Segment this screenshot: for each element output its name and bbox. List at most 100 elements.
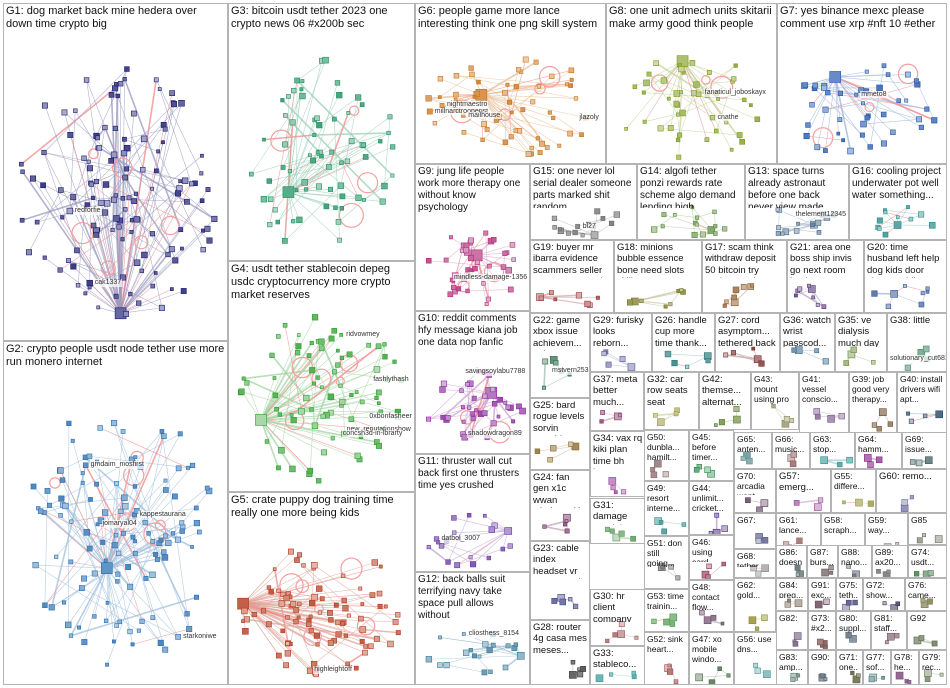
group-panel-g21[interactable]: G21: area one boss ship invis go next ro… xyxy=(787,240,864,313)
group-panel-g69[interactable]: G69: issue... xyxy=(902,432,947,469)
group-panel-g70[interactable]: G70: arcadia went... xyxy=(734,469,776,513)
node xyxy=(861,101,865,106)
group-panel-g27[interactable]: G27: cord asymptom... tethered back legs… xyxy=(715,313,780,372)
group-panel-g25[interactable]: G25: bard rogue levels sorvin swashbuc..… xyxy=(530,398,590,470)
group-panel-g18[interactable]: G18: minions bubble essence bone need sl… xyxy=(614,240,702,313)
group-panel-g37[interactable]: G37: meta better much... xyxy=(590,372,644,431)
group-panel-g20[interactable]: G20: time husband left help dog kids doo… xyxy=(864,240,947,313)
group-panel-g81[interactable]: G81: staff... xyxy=(871,611,907,650)
group-panel-g8[interactable]: G8: one unit admech units skitarii make … xyxy=(606,3,777,164)
group-panel-g22[interactable]: G22: game xbox issue achievem... point a… xyxy=(530,313,590,398)
group-panel-g46[interactable]: G46: using card... xyxy=(689,535,734,580)
group-panel-g62[interactable]: G62: gold... xyxy=(734,578,776,632)
group-panel-g76[interactable]: G76: came... xyxy=(905,578,947,611)
group-panel-g66[interactable]: G66: music... xyxy=(772,432,810,469)
node xyxy=(559,598,566,606)
group-panel-g83[interactable]: G83: amp... xyxy=(776,650,808,685)
group-panel-g73[interactable]: G73: #x2... xyxy=(808,611,836,650)
group-panel-g82[interactable]: G82: xyxy=(776,611,808,650)
group-panel-g49[interactable]: G49: resort interne... xyxy=(644,481,689,536)
group-panel-g57[interactable]: G57: emerg... xyxy=(776,469,831,513)
group-panel-g88[interactable]: G88: nano... xyxy=(838,545,872,578)
group-panel-g28[interactable]: G28: router 4g casa mes meses... xyxy=(530,620,590,685)
group-panel-g4[interactable]: G4: usdt tether stablecoin depeg usdc cr… xyxy=(228,261,415,492)
group-panel-g10[interactable]: G10: reddit comments hfy message kiana j… xyxy=(415,311,530,454)
group-panel-g63[interactable]: G63: stop... xyxy=(810,432,855,469)
node xyxy=(445,414,451,421)
group-panel-g6[interactable]: G6: people game more lance interesting t… xyxy=(415,3,606,164)
group-panel-g90[interactable]: G90: xyxy=(808,650,836,685)
group-panel-g91[interactable]: G91: exc... xyxy=(808,578,836,611)
group-panel-g5[interactable]: G5: crate puppy dog training time really… xyxy=(228,492,415,685)
group-panel-g87[interactable]: G87: burs... xyxy=(807,545,838,578)
group-panel-g1[interactable]: G1: dog market back mine hedera over dow… xyxy=(3,3,228,341)
node xyxy=(68,633,74,638)
group-panel-g72[interactable]: G72: show... xyxy=(863,578,905,611)
node xyxy=(294,557,300,563)
group-panel-g56[interactable]: G56: use dns... xyxy=(734,632,779,685)
group-panel-g86[interactable]: G86: doesn... xyxy=(776,545,807,578)
group-panel-g40[interactable]: G40: install drivers wifi apt... xyxy=(897,372,947,433)
group-panel-g51[interactable]: G51: don still going... xyxy=(644,536,689,589)
group-panel-g34[interactable]: G34: vax rq kiki plan time bh know... xyxy=(590,431,648,497)
group-panel-g92[interactable]: G92 xyxy=(907,611,947,650)
group-label: G83: amp... xyxy=(779,652,803,672)
group-panel-g38[interactable]: G38: little solutionary_cut681 xyxy=(887,313,947,372)
group-panel-g44[interactable]: G44: unlimit... cricket... xyxy=(689,481,734,535)
group-panel-g32[interactable]: G32: car row seats seat captain... xyxy=(644,372,699,430)
group-panel-g47[interactable]: G47: xo mobile windo... xyxy=(689,632,734,685)
node xyxy=(284,650,291,657)
edge xyxy=(106,522,182,569)
group-panel-g79[interactable]: G79: rec... xyxy=(919,650,947,685)
group-panel-g41[interactable]: G41: vessel conscio... very transfer... xyxy=(799,372,849,433)
group-panel-g52[interactable]: G52: sink heart... xyxy=(644,632,689,685)
group-panel-g31[interactable]: G31: damage mordek... bonus... xyxy=(590,498,650,544)
edge xyxy=(682,60,732,150)
group-panel-g55[interactable]: G55: differe... xyxy=(831,469,876,513)
group-panel-g53[interactable]: G53: time trainin... xyxy=(644,589,689,632)
node xyxy=(690,205,695,210)
group-panel-g7[interactable]: G7: yes binance mexc please comment use … xyxy=(777,3,947,164)
group-panel-g74[interactable]: G74: usdt... xyxy=(908,545,947,578)
group-panel-g3[interactable]: G3: bitcoin usdt tether 2023 one crypto … xyxy=(228,3,415,261)
group-panel-g85[interactable]: G85 xyxy=(908,513,947,545)
group-panel-g36[interactable]: G36: watch wrist passcod... xyxy=(780,313,835,372)
group-panel-g78[interactable]: G78: he... xyxy=(891,650,919,685)
group-panel-g12[interactable]: G12: back balls suit terrifying navy tak… xyxy=(415,572,530,685)
group-panel-g75[interactable]: G75: teth... xyxy=(836,578,863,611)
group-panel-g67[interactable]: G67: xyxy=(734,513,776,549)
group-panel-g23[interactable]: G23: cable index headset vr use around h… xyxy=(530,541,590,620)
group-panel-g24[interactable]: G24: fan gen x1c wwan windows 11 x1... xyxy=(530,470,590,541)
group-panel-g42[interactable]: G42: themse... alternat... astrona... xyxy=(699,372,751,430)
group-panel-g9[interactable]: G9: jung life people work more therapy o… xyxy=(415,164,530,311)
group-panel-g29[interactable]: G29: furisky looks reborn... xyxy=(590,313,652,372)
group-panel-g26[interactable]: G26: handle cup more time thank... xyxy=(652,313,715,372)
group-panel-g64[interactable]: G64: hamm... xyxy=(855,432,902,469)
group-panel-g43[interactable]: G43: mount using pro go... xyxy=(751,372,799,430)
group-panel-g33[interactable]: G33: stableco... tether economi... xyxy=(590,646,646,685)
group-panel-g50[interactable]: G50: dunbla... hamilt... xyxy=(644,430,689,481)
group-panel-g35[interactable]: G35: ve dialysis much day many... xyxy=(835,313,887,372)
group-panel-g2[interactable]: G2: crypto people usdt node tether use m… xyxy=(3,341,228,685)
group-panel-g77[interactable]: G77: sof... xyxy=(863,650,891,685)
node xyxy=(133,539,138,544)
group-panel-g45[interactable]: G45: before timer... xyxy=(689,430,734,481)
group-panel-g11[interactable]: G11: thruster wall cut back first one th… xyxy=(415,454,530,572)
group-panel-g13[interactable]: G13: space turns already astronaut befor… xyxy=(745,164,849,240)
group-panel-g15[interactable]: G15: one never lol serial dealer someone… xyxy=(530,164,637,240)
group-panel-g14[interactable]: G14: algofi tether ponzi rewards rate sc… xyxy=(637,164,745,240)
group-panel-g84[interactable]: G84: preg... xyxy=(776,578,808,611)
group-panel-g16[interactable]: G16: cooling project underwater pot well… xyxy=(849,164,947,240)
node xyxy=(333,602,339,608)
group-panel-g80[interactable]: G80: suppl... xyxy=(836,611,871,650)
group-panel-g65[interactable]: G65: anten... xyxy=(734,432,772,469)
group-panel-g71[interactable]: G71: one... xyxy=(836,650,863,685)
group-panel-g48[interactable]: G48: contact flow... xyxy=(689,580,734,632)
group-panel-g89[interactable]: G89: ax20... xyxy=(872,545,908,578)
group-panel-g17[interactable]: G17: scam think withdraw deposit 50 bitc… xyxy=(702,240,787,313)
group-panel-g68[interactable]: G68: tether mone... xyxy=(734,549,776,578)
group-panel-g30[interactable]: G30: hr client company emails... xyxy=(590,589,650,646)
group-panel-g60[interactable]: G60: remo... xyxy=(876,469,947,513)
group-panel-g19[interactable]: G19: buyer mr ibarra evidence scammers s… xyxy=(530,240,614,313)
group-panel-g39[interactable]: G39: job good very therapy... xyxy=(849,372,897,433)
